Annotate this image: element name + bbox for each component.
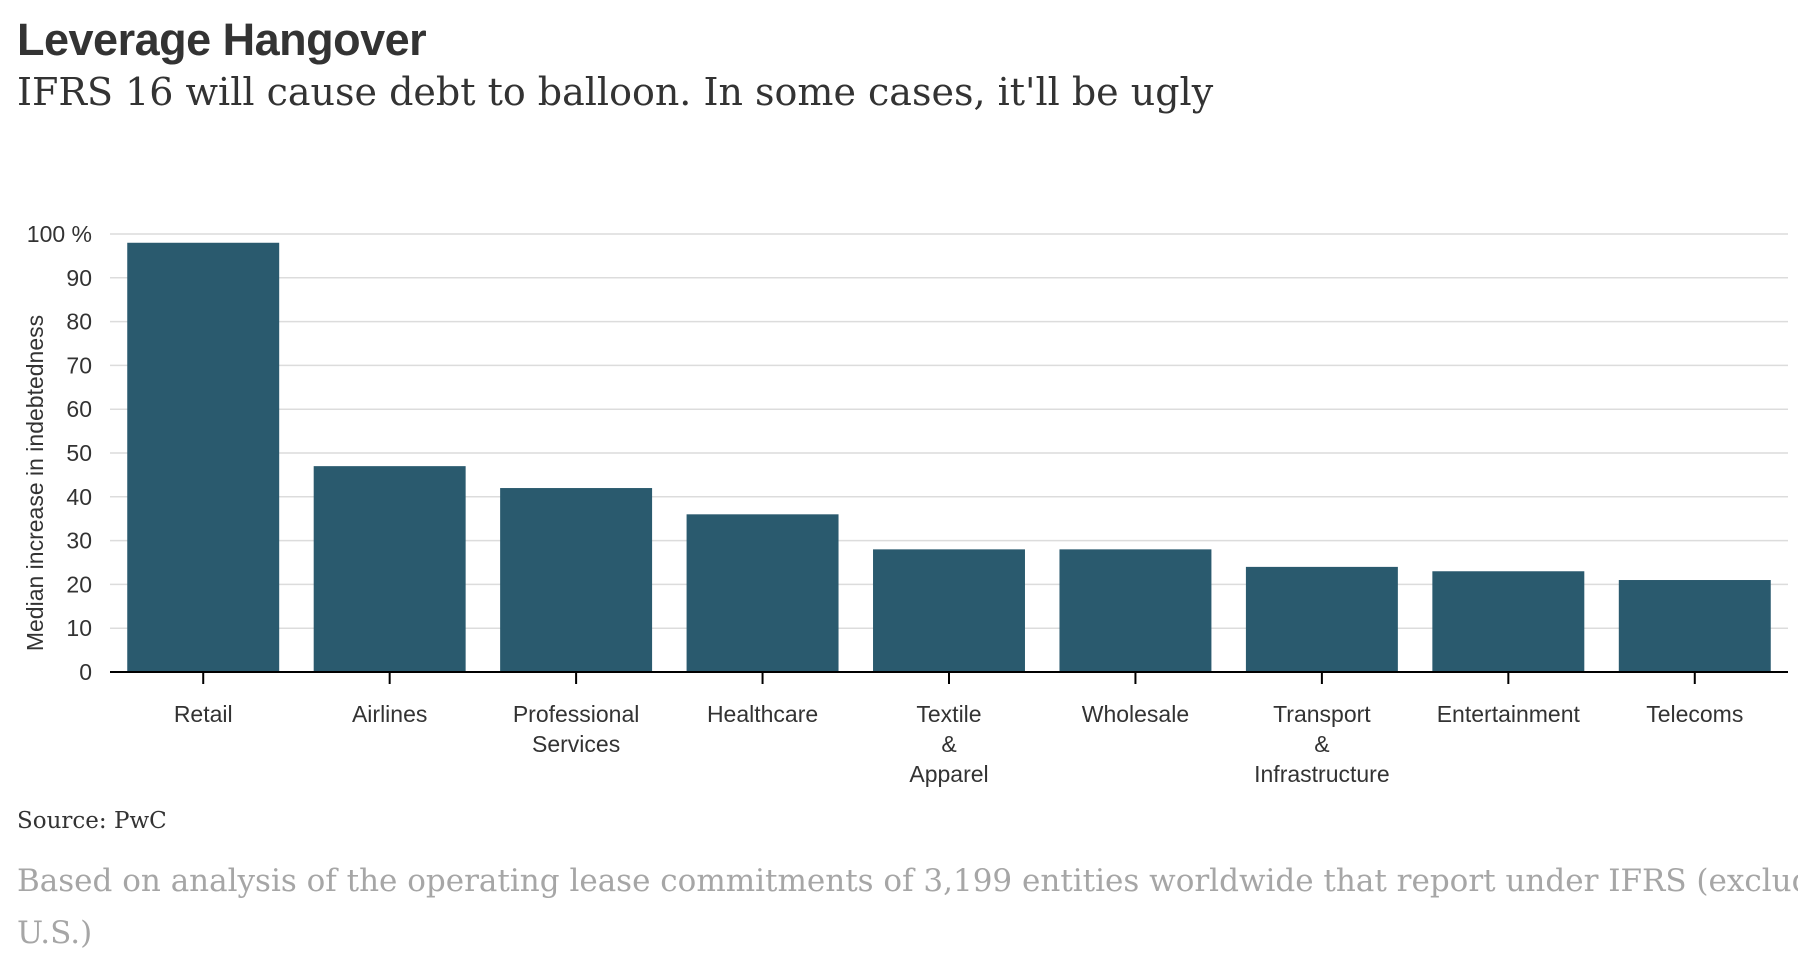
x-tick-label: Healthcare [707,701,818,727]
x-tick-label: & [941,731,956,757]
y-tick-label: 60 [66,396,92,422]
y-tick-label: 10 [66,615,92,641]
bar [686,514,839,672]
chart-title: Leverage Hangover [17,14,427,65]
methodology-note-line-2: U.S.) [17,915,93,951]
y-tick-label: 100 % [27,221,92,247]
methodology-note-line-1: Based on analysis of the operating lease… [17,863,1798,899]
x-tick-label: Entertainment [1437,701,1581,727]
bar [1432,571,1585,672]
chart-subtitle: IFRS 16 will cause debt to balloon. In s… [17,70,1214,114]
x-tick-label: Textile [916,701,981,727]
source-note: Source: PwC [17,808,167,834]
x-tick-label: Transport [1273,701,1371,727]
x-tick-label: Retail [174,701,233,727]
bar [1059,549,1212,672]
x-tick-label: Airlines [352,701,427,727]
bar [127,242,280,672]
y-tick-label: 90 [66,265,92,291]
bar [873,549,1025,672]
methodology-note: Based on analysis of the operating lease… [17,855,1798,959]
x-tick-label: Wholesale [1082,701,1189,727]
y-tick-label: 30 [66,528,92,554]
bar [500,488,653,672]
y-tick-label: 40 [66,484,92,510]
y-tick-label: 70 [66,352,92,378]
bar [1245,566,1398,672]
y-tick-label: 20 [66,571,92,597]
y-axis-title: Median increase in indebtedness [22,315,48,651]
y-tick-label: 0 [79,659,92,685]
x-tick-label: Infrastructure [1254,761,1390,787]
bar [1618,580,1771,672]
bar-chart: 0 10 20 30 40 50 60 70 80 90 100 % Median increase … [0,200,1798,800]
x-tick-label: & [1314,731,1329,757]
y-tick-label: 50 [66,440,92,466]
y-tick-label: 80 [66,309,92,335]
x-tick-label: Services [532,731,620,757]
bar [313,466,466,672]
bar-chart-svg: 0 10 20 30 40 50 60 70 80 90 100 % Median increase … [22,221,1788,787]
x-tick-label: Professional [513,701,640,727]
x-tick-label: Apparel [909,761,988,787]
x-tick-label: Telecoms [1646,701,1743,727]
